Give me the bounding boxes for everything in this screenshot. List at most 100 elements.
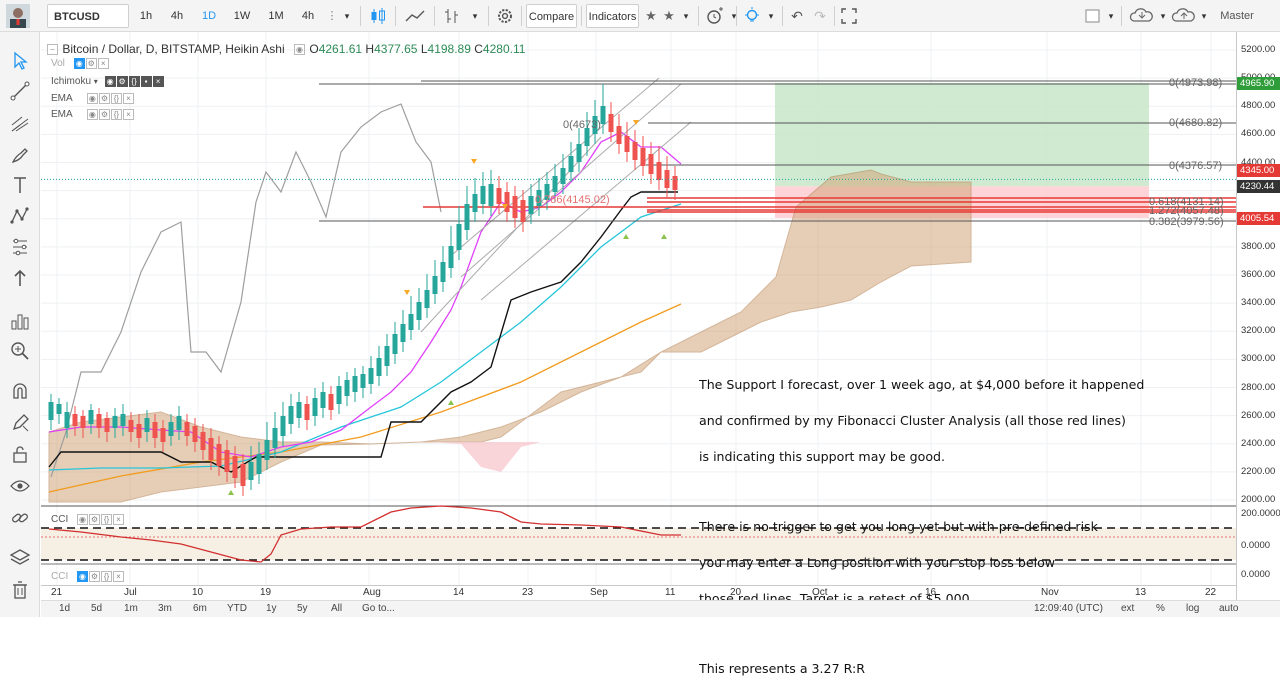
undo-icon[interactable]: ↶ [791, 8, 803, 24]
legend-eye-icon[interactable]: ◉ [294, 42, 306, 56]
user-avatar[interactable] [6, 4, 36, 28]
range-all-button[interactable]: All [331, 603, 343, 614]
templates-dropdown-chevron-icon[interactable]: ▾ [683, 11, 689, 21]
clock-readout[interactable]: 12:09:40 (UTC) [1034, 603, 1103, 614]
study-ichimoku-settings-icon[interactable]: ⚙ [116, 76, 128, 87]
measure-tool-icon[interactable] [8, 309, 32, 333]
cursor-tool-icon[interactable] [8, 49, 32, 73]
eye-icon[interactable] [8, 474, 32, 498]
indicators-button[interactable]: Indicators [586, 4, 639, 28]
text-tool-icon[interactable] [8, 173, 32, 197]
range-5y-button[interactable]: 5y [297, 603, 308, 614]
cloud-load-dropdown-chevron-icon[interactable]: ▾ [1160, 11, 1166, 21]
cci-2-close-icon[interactable]: × [113, 571, 125, 582]
study-ichimoku-chevron-icon[interactable]: ▾ [93, 77, 98, 87]
time-axis[interactable]: 21 Jul 10 19 Aug 14 23 Sep 11 20 Oct 16 Nov 13 22 [41, 585, 1236, 600]
interval-dropdown-chevron-icon[interactable]: ▾ [344, 11, 350, 21]
study-ema-1-eye-icon[interactable]: ◉ [86, 93, 98, 104]
range-1y-button[interactable]: 1y [266, 603, 277, 614]
range-6m-button[interactable]: 6m [193, 603, 207, 614]
interval-1m-button[interactable]: 1M [268, 10, 284, 22]
line-chart-icon[interactable] [402, 4, 428, 28]
study-ichimoku-eye-icon[interactable]: ◉ [104, 76, 116, 87]
extended-hours-toggle[interactable]: ext [1121, 603, 1135, 614]
prediction-tool-icon[interactable] [8, 235, 32, 259]
trend-line-tool-icon[interactable] [8, 79, 32, 103]
cci-pane-legend-2[interactable]: CCI ◉ ⚙{} × [51, 571, 125, 582]
interval-1d-button[interactable]: 1D [201, 10, 217, 22]
layout-select-icon[interactable] [1081, 4, 1105, 28]
interval-more-icon[interactable]: ⋮ [326, 10, 338, 22]
interval-4h-button[interactable]: 4h [170, 10, 184, 22]
study-ichimoku-close-icon[interactable]: × [152, 76, 164, 87]
brush-tool-icon[interactable] [8, 143, 32, 167]
interval-4h-favorite-button[interactable]: 4h [301, 10, 315, 22]
zoom-in-icon[interactable] [8, 339, 32, 363]
range-5d-button[interactable]: 5d [91, 603, 103, 614]
study-vol-eye-icon[interactable]: ◉ [73, 58, 85, 69]
study-ema-1-source-icon[interactable]: {} [110, 93, 122, 104]
trash-icon[interactable] [8, 578, 32, 602]
ideas-dropdown-chevron-icon[interactable]: ▾ [768, 11, 774, 21]
lock-icon[interactable] [8, 442, 32, 466]
layout-name-button[interactable]: Master copy [1220, 10, 1254, 46]
layout-dropdown-chevron-icon[interactable]: ▾ [1108, 11, 1114, 21]
study-ema-1[interactable]: EMA ◉ ⚙{} × [51, 93, 135, 104]
pattern-tool-icon[interactable] [8, 204, 32, 228]
study-ema-2-source-icon[interactable]: {} [110, 109, 122, 120]
study-vol-settings-icon[interactable]: ⚙ [85, 58, 97, 69]
cci-settings-icon[interactable]: ⚙ [89, 514, 101, 525]
compare-button[interactable]: Compare [526, 4, 577, 28]
range-3m-button[interactable]: 3m [158, 603, 172, 614]
interval-1h-button[interactable]: 1h [139, 10, 153, 22]
price-chart-canvas[interactable] [41, 32, 1236, 600]
cci-2-settings-icon[interactable]: ⚙ [89, 571, 101, 582]
magnet-icon[interactable] [8, 380, 32, 404]
chart-style-dropdown-chevron-icon[interactable]: ▾ [472, 11, 478, 21]
study-ichimoku[interactable]: Ichimoku ▾ ◉ ⚙{} ▪ × [51, 76, 165, 87]
ideas-bulb-icon[interactable] [741, 4, 763, 28]
cci-eye-icon[interactable]: ◉ [77, 514, 89, 525]
study-ema-2-settings-icon[interactable]: ⚙ [98, 109, 110, 120]
cci-source-icon[interactable]: {} [101, 514, 113, 525]
range-1m-button[interactable]: 1m [124, 603, 138, 614]
log-scale-toggle[interactable]: log [1186, 603, 1200, 614]
fullscreen-icon[interactable] [838, 4, 860, 28]
cci-pane-legend[interactable]: CCI ◉ ⚙{} × [51, 514, 125, 525]
settings-gear-icon[interactable] [494, 4, 516, 28]
study-ema-2-close-icon[interactable]: × [122, 109, 134, 120]
goto-date-button[interactable]: Go to... [362, 603, 395, 614]
study-ichimoku-more-icon[interactable]: ▪ [140, 76, 152, 87]
candles-style-icon[interactable] [368, 4, 388, 28]
study-vol-close-icon[interactable]: × [97, 58, 109, 69]
study-ema-2[interactable]: EMA ◉ ⚙{} × [51, 109, 135, 120]
symbol-search-input[interactable]: BTCUSD [47, 4, 129, 28]
range-ytd-button[interactable]: YTD [227, 603, 247, 614]
stay-in-drawing-mode-icon[interactable] [8, 411, 32, 435]
study-ema-1-close-icon[interactable]: × [122, 93, 134, 104]
percent-scale-toggle[interactable]: % [1156, 603, 1165, 614]
arrow-up-tool-icon[interactable] [8, 266, 32, 290]
pitchfork-tool-icon[interactable] [8, 111, 32, 135]
study-ichimoku-source-icon[interactable]: {} [128, 76, 140, 87]
cloud-load-icon[interactable] [1126, 4, 1158, 28]
study-vol[interactable]: Vol ◉ ⚙ × [51, 58, 110, 69]
chart-pane[interactable]: − Bitcoin / Dollar, D, BITSTAMP, Heikin … [41, 32, 1236, 675]
price-scale[interactable]: 5200.005000.004800.004600.004400.004200.… [1236, 32, 1280, 600]
range-1d-button[interactable]: 1d [59, 603, 71, 614]
link-icon[interactable] [8, 506, 32, 530]
interval-1w-button[interactable]: 1W [233, 10, 251, 22]
cloud-save-icon[interactable] [1168, 4, 1200, 28]
alert-clock-icon[interactable] [704, 4, 726, 28]
cci-2-eye-icon[interactable]: ◉ [77, 571, 89, 582]
cci-close-icon[interactable]: × [113, 514, 125, 525]
layers-icon[interactable] [8, 546, 32, 570]
bars-style-icon[interactable] [440, 4, 462, 28]
study-ema-1-settings-icon[interactable]: ⚙ [98, 93, 110, 104]
redo-icon[interactable]: ↷ [814, 8, 826, 24]
favorites-star-icon[interactable]: ★ [645, 8, 657, 23]
alert-dropdown-chevron-icon[interactable]: ▾ [731, 11, 737, 21]
auto-scale-toggle[interactable]: auto [1219, 603, 1239, 614]
cloud-save-dropdown-chevron-icon[interactable]: ▾ [1201, 11, 1207, 21]
cci-2-source-icon[interactable]: {} [101, 571, 113, 582]
